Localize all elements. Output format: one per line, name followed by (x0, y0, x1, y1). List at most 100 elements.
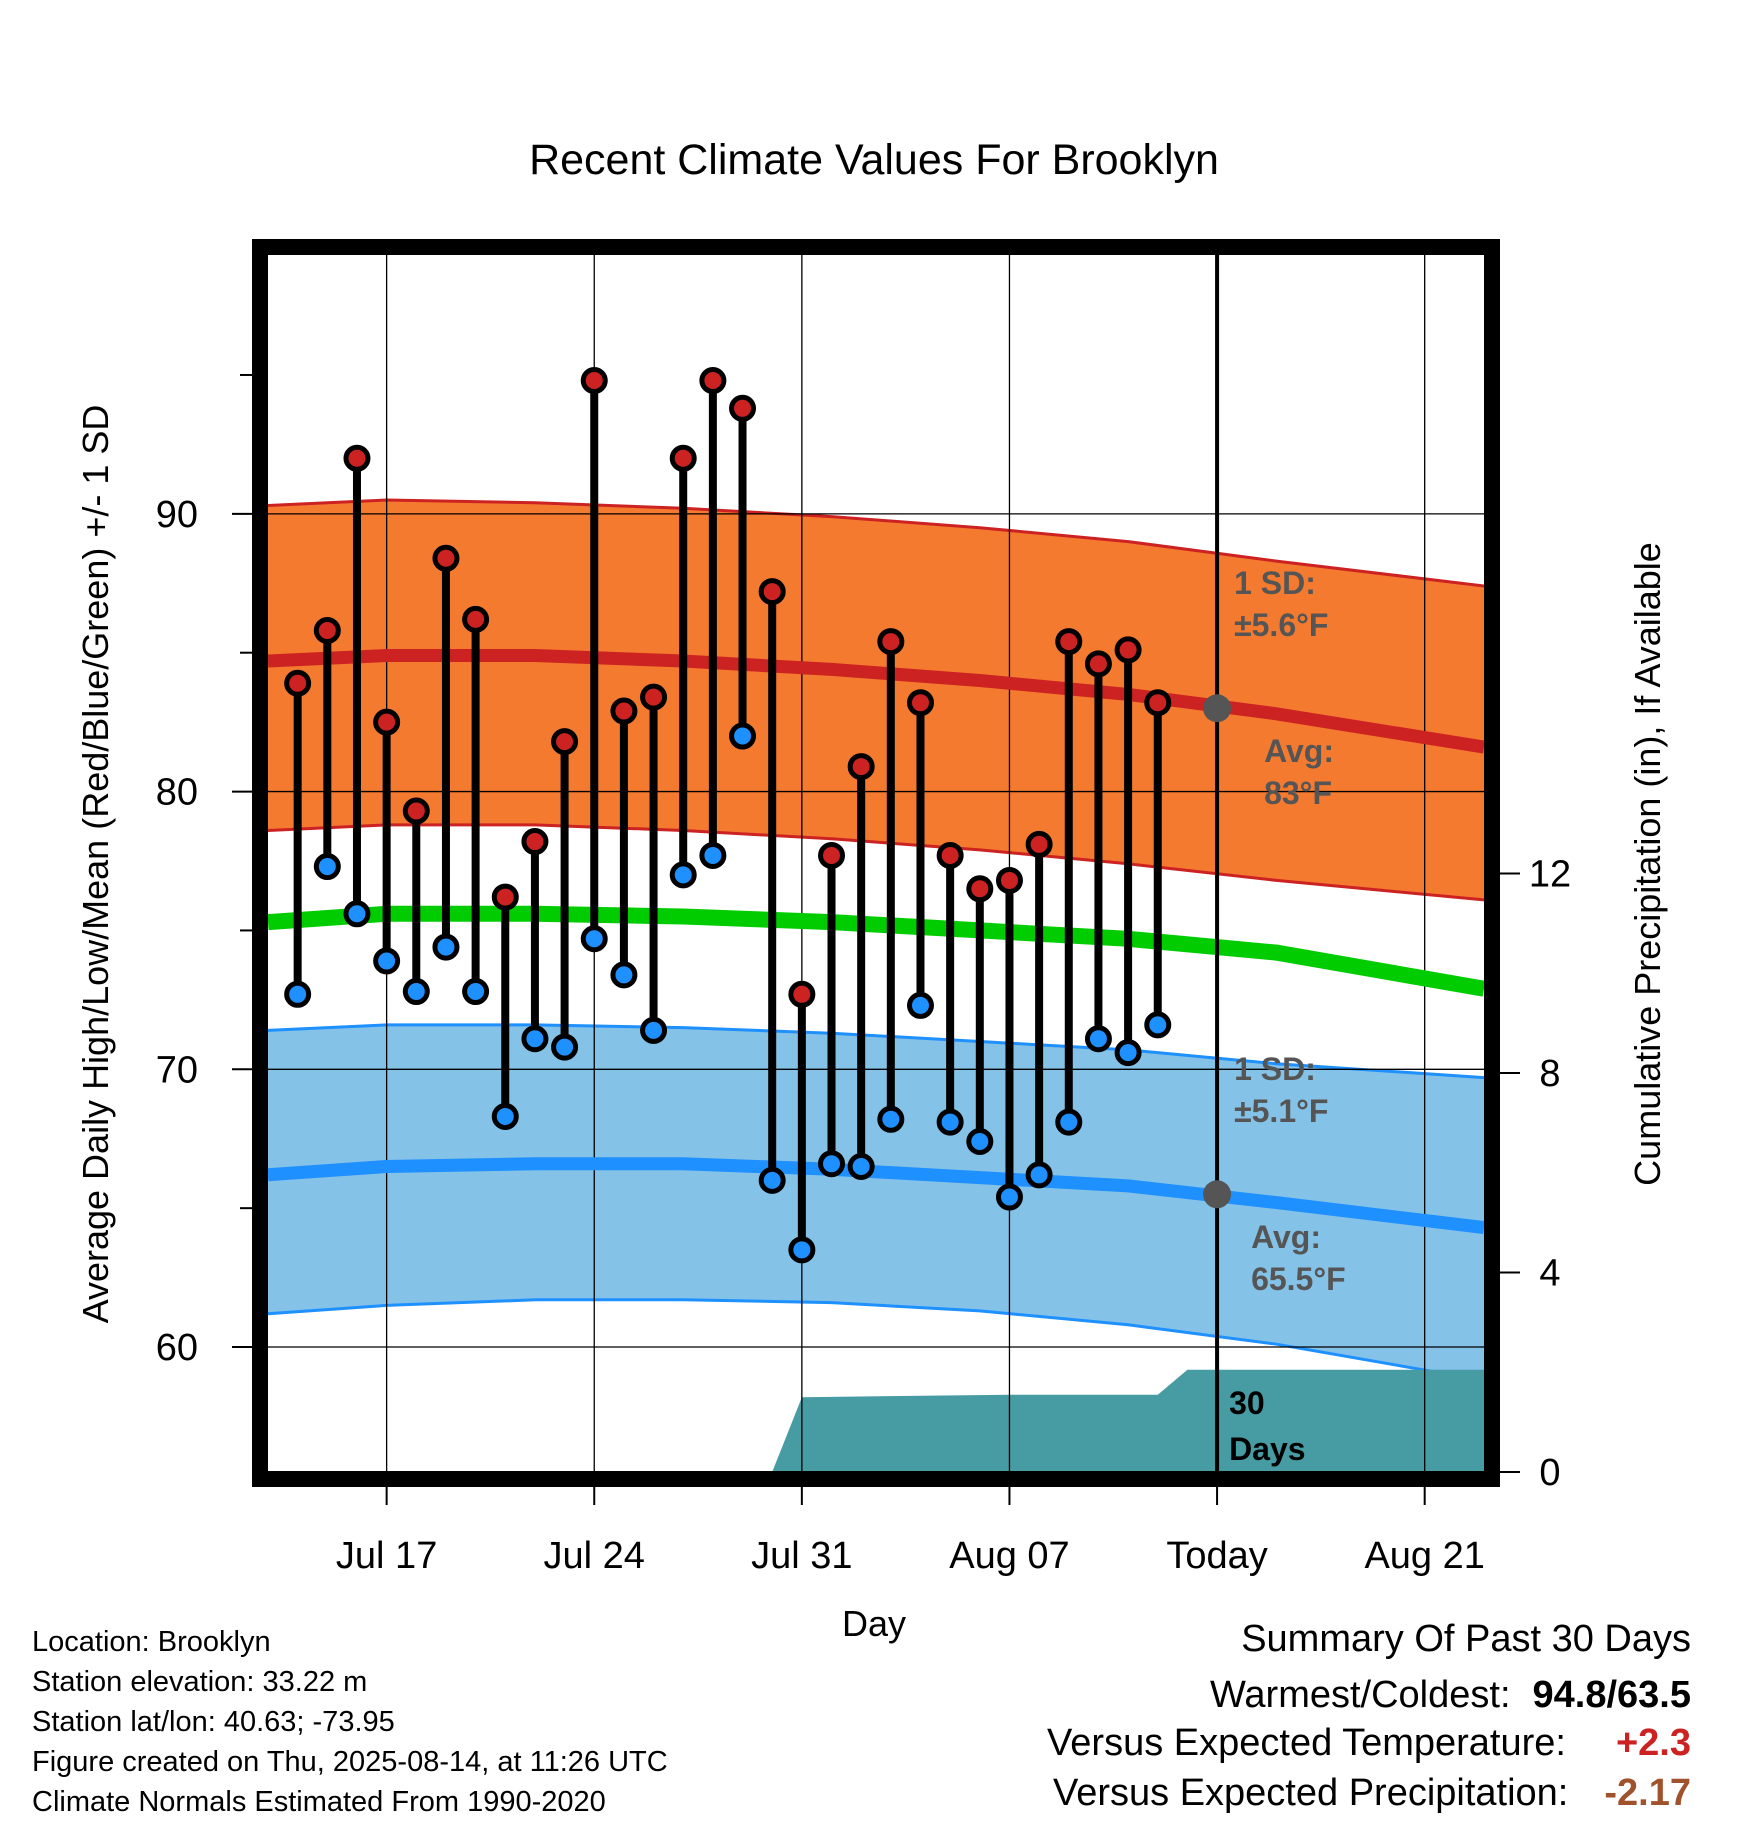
daily-low-point (758, 1166, 786, 1194)
low-avg-annotation: Avg: 65.5°F (1251, 1219, 1346, 1297)
daily-high-point (729, 394, 757, 422)
daily-low-point (462, 978, 490, 1006)
summary-temp-label: Versus Expected Temperature: (1047, 1722, 1566, 1764)
daily-low-point (1114, 1039, 1142, 1067)
low-minus-sd-line (268, 1298, 1484, 1382)
x-axis-label: Day (842, 1603, 906, 1644)
daily-low-point (936, 1108, 964, 1136)
daily-high-point (758, 578, 786, 606)
x-tick-label: Today (1166, 1535, 1267, 1577)
x-tick-label: Aug 07 (949, 1535, 1069, 1577)
today-avg-low-marker (1203, 1180, 1232, 1209)
daily-low-point (521, 1025, 549, 1053)
precip-period-annotation: 30 Days (1229, 1385, 1306, 1467)
daily-low-point (818, 1150, 846, 1178)
y2-tick-label: 0 (1539, 1452, 1560, 1494)
daily-low-point (580, 925, 608, 953)
y2-axis-label: Cumulative Precipitation (in), If Availa… (1627, 542, 1668, 1186)
daily-low-point (640, 1016, 668, 1044)
high-plus-sd-line (268, 498, 1484, 588)
daily-high-point (373, 708, 401, 736)
summary-title: Summary Of Past 30 Days (1241, 1618, 1691, 1660)
daily-high-point (1055, 628, 1083, 656)
daily-high-point (788, 980, 816, 1008)
info-latlon: Station lat/lon: 40.63; -73.95 (32, 1706, 395, 1738)
daily-low-point (373, 947, 401, 975)
info-created: Figure created on Thu, 2025-08-14, at 11… (32, 1746, 668, 1778)
daily-high-point (551, 728, 579, 756)
daily-high-point (343, 444, 371, 472)
summary-warmest-label: Warmest/Coldest: (1209, 1674, 1511, 1716)
y-tick-label: 60 (156, 1327, 198, 1369)
daily-low-point (669, 861, 697, 889)
daily-low-point (610, 961, 638, 989)
summary-precip-row: Versus Expected Precipitation: -2.17 (1053, 1772, 1691, 1815)
high-minus-sd-line (268, 823, 1484, 902)
daily-high-point (1144, 689, 1172, 717)
info-elevation: Station elevation: 33.22 m (32, 1666, 368, 1698)
daily-high-point (1114, 636, 1142, 664)
daily-low-point (906, 991, 934, 1019)
y-axis-label: Average Daily High/Low/Mean (Red/Blue/Gr… (75, 405, 116, 1324)
daily-high-point (966, 875, 994, 903)
daily-low-point (1055, 1108, 1083, 1136)
daily-low-point (402, 978, 430, 1006)
chart-title: Recent Climate Values For Brooklyn (529, 136, 1219, 184)
daily-high-point (640, 683, 668, 711)
daily-low-point (729, 722, 757, 750)
daily-low-point (966, 1128, 994, 1156)
daily-high-point (313, 616, 341, 644)
x-tick-label: Jul 31 (751, 1535, 852, 1577)
daily-high-point (580, 367, 608, 395)
daily-high-point (402, 797, 430, 825)
daily-high-point (1084, 650, 1112, 678)
daily-high-point (610, 697, 638, 725)
daily-high-point (491, 883, 519, 911)
x-tick-label: Jul 24 (544, 1535, 645, 1577)
y2-tick-label: 4 (1539, 1252, 1560, 1294)
daily-low-point (432, 933, 460, 961)
y-tick-label: 70 (156, 1049, 198, 1091)
daily-high-point (847, 753, 875, 781)
y2-tick-label: 8 (1539, 1053, 1560, 1095)
daily-high-point (877, 628, 905, 656)
summary-precip-value: -2.17 (1604, 1772, 1691, 1814)
summary-warmest-row: Warmest/Coldest: 94.8/63.5 (1210, 1674, 1691, 1717)
daily-low-point (551, 1033, 579, 1061)
high-avg-annotation: Avg: 83°F (1264, 733, 1334, 811)
daily-high-point (936, 841, 964, 869)
plot-frame (252, 239, 1500, 1487)
x-tick-label: Jul 17 (336, 1535, 437, 1577)
cumulative-precip-area (772, 1369, 1484, 1472)
daily-high-point (1025, 830, 1053, 858)
summary-temp-row: Versus Expected Temperature: +2.3 (1047, 1722, 1691, 1765)
y-tick-label: 80 (156, 772, 198, 814)
high-sd-annotation: 1 SD: ±5.6°F (1234, 565, 1328, 643)
daily-high-point (669, 444, 697, 472)
info-location: Location: Brooklyn (32, 1626, 271, 1658)
daily-high-point (462, 605, 490, 633)
low-sd-band (268, 1024, 1484, 1381)
today-avg-high-marker (1203, 694, 1232, 723)
daily-low-point (847, 1153, 875, 1180)
y2-tick-label: 12 (1529, 853, 1571, 895)
info-normals: Climate Normals Estimated From 1990-2020 (32, 1786, 606, 1818)
daily-high-point (818, 841, 846, 869)
daily-low-point (284, 980, 312, 1008)
daily-high-point (699, 367, 727, 395)
summary-temp-value: +2.3 (1615, 1722, 1691, 1764)
y-tick-label: 90 (156, 494, 198, 536)
daily-low-point (313, 853, 341, 881)
low-sd-annotation: 1 SD: ±5.1°F (1234, 1051, 1328, 1129)
daily-low-point (788, 1236, 816, 1264)
daily-low-point (491, 1103, 519, 1131)
high-sd-band (268, 500, 1484, 900)
daily-low-point (1144, 1011, 1172, 1039)
daily-low-point (343, 900, 371, 928)
daily-high-point (995, 866, 1023, 894)
summary-warmest-value: 94.8/63.5 (1532, 1674, 1691, 1716)
daily-high-point (432, 544, 460, 572)
daily-low-point (1025, 1161, 1053, 1189)
daily-low-point (1084, 1025, 1112, 1053)
